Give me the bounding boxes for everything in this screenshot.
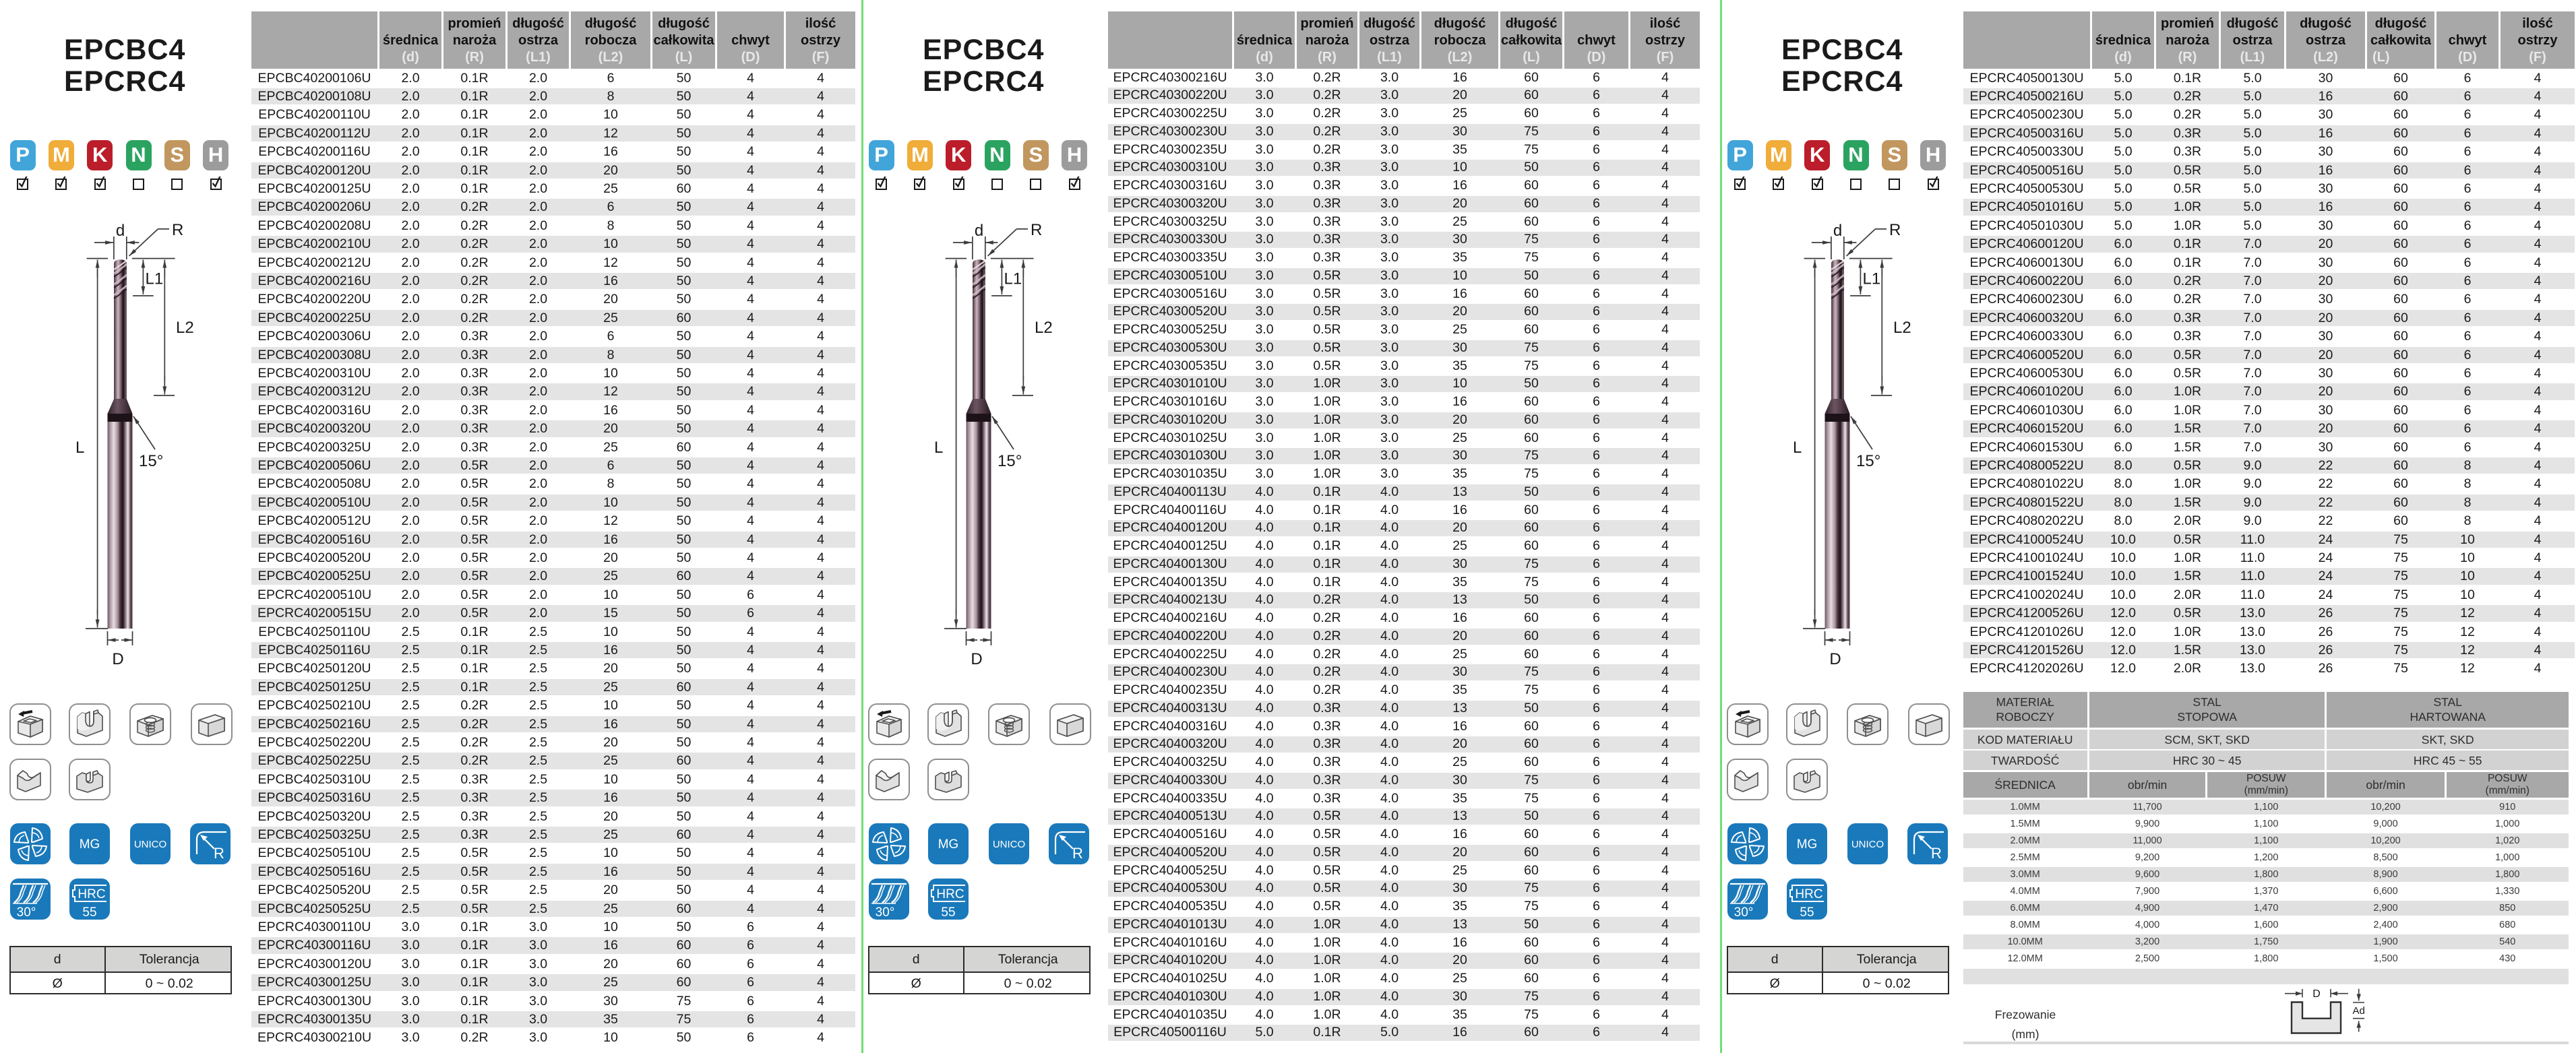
svg-text:Ad: Ad (2353, 1005, 2365, 1017)
svg-text:L1: L1 (146, 270, 164, 288)
svg-text:R: R (1889, 221, 1901, 239)
svg-text:30°: 30° (876, 905, 895, 920)
svg-text:L2: L2 (176, 319, 194, 337)
svg-text:55: 55 (1800, 905, 1814, 920)
svg-text:15°: 15° (139, 452, 163, 470)
svg-text:d: d (1833, 222, 1842, 240)
svg-text:HRC: HRC (936, 887, 964, 901)
svg-text:d: d (975, 222, 983, 240)
svg-text:MG: MG (938, 837, 959, 852)
svg-text:L: L (934, 439, 943, 457)
svg-text:D: D (1829, 650, 1841, 668)
svg-text:R: R (1072, 845, 1083, 862)
svg-text:R: R (1931, 845, 1942, 862)
svg-text:R: R (1031, 221, 1042, 239)
svg-text:HRC: HRC (1795, 887, 1822, 901)
svg-text:D: D (2312, 988, 2321, 1000)
svg-text:HRC: HRC (78, 887, 105, 901)
svg-text:55: 55 (82, 905, 96, 920)
svg-text:L2: L2 (1893, 319, 1911, 337)
svg-text:L1: L1 (1004, 270, 1022, 288)
svg-text:d: d (116, 222, 125, 240)
svg-text:MG: MG (1797, 837, 1818, 852)
svg-text:L2: L2 (1035, 319, 1053, 337)
svg-text:15°: 15° (1856, 452, 1880, 470)
svg-text:MG: MG (80, 837, 100, 852)
svg-text:L: L (1793, 439, 1802, 457)
svg-text:R: R (172, 221, 183, 239)
svg-text:UNICO: UNICO (1851, 839, 1884, 850)
svg-text:30°: 30° (1734, 905, 1754, 920)
svg-text:15°: 15° (998, 452, 1022, 470)
svg-text:55: 55 (941, 905, 955, 920)
svg-text:L1: L1 (1863, 270, 1881, 288)
svg-text:UNICO: UNICO (993, 839, 1025, 850)
svg-text:UNICO: UNICO (134, 839, 166, 850)
svg-text:30°: 30° (17, 905, 36, 920)
svg-text:R: R (214, 845, 224, 862)
svg-text:D: D (112, 650, 123, 668)
svg-text:L: L (75, 439, 84, 457)
svg-text:D: D (971, 650, 982, 668)
